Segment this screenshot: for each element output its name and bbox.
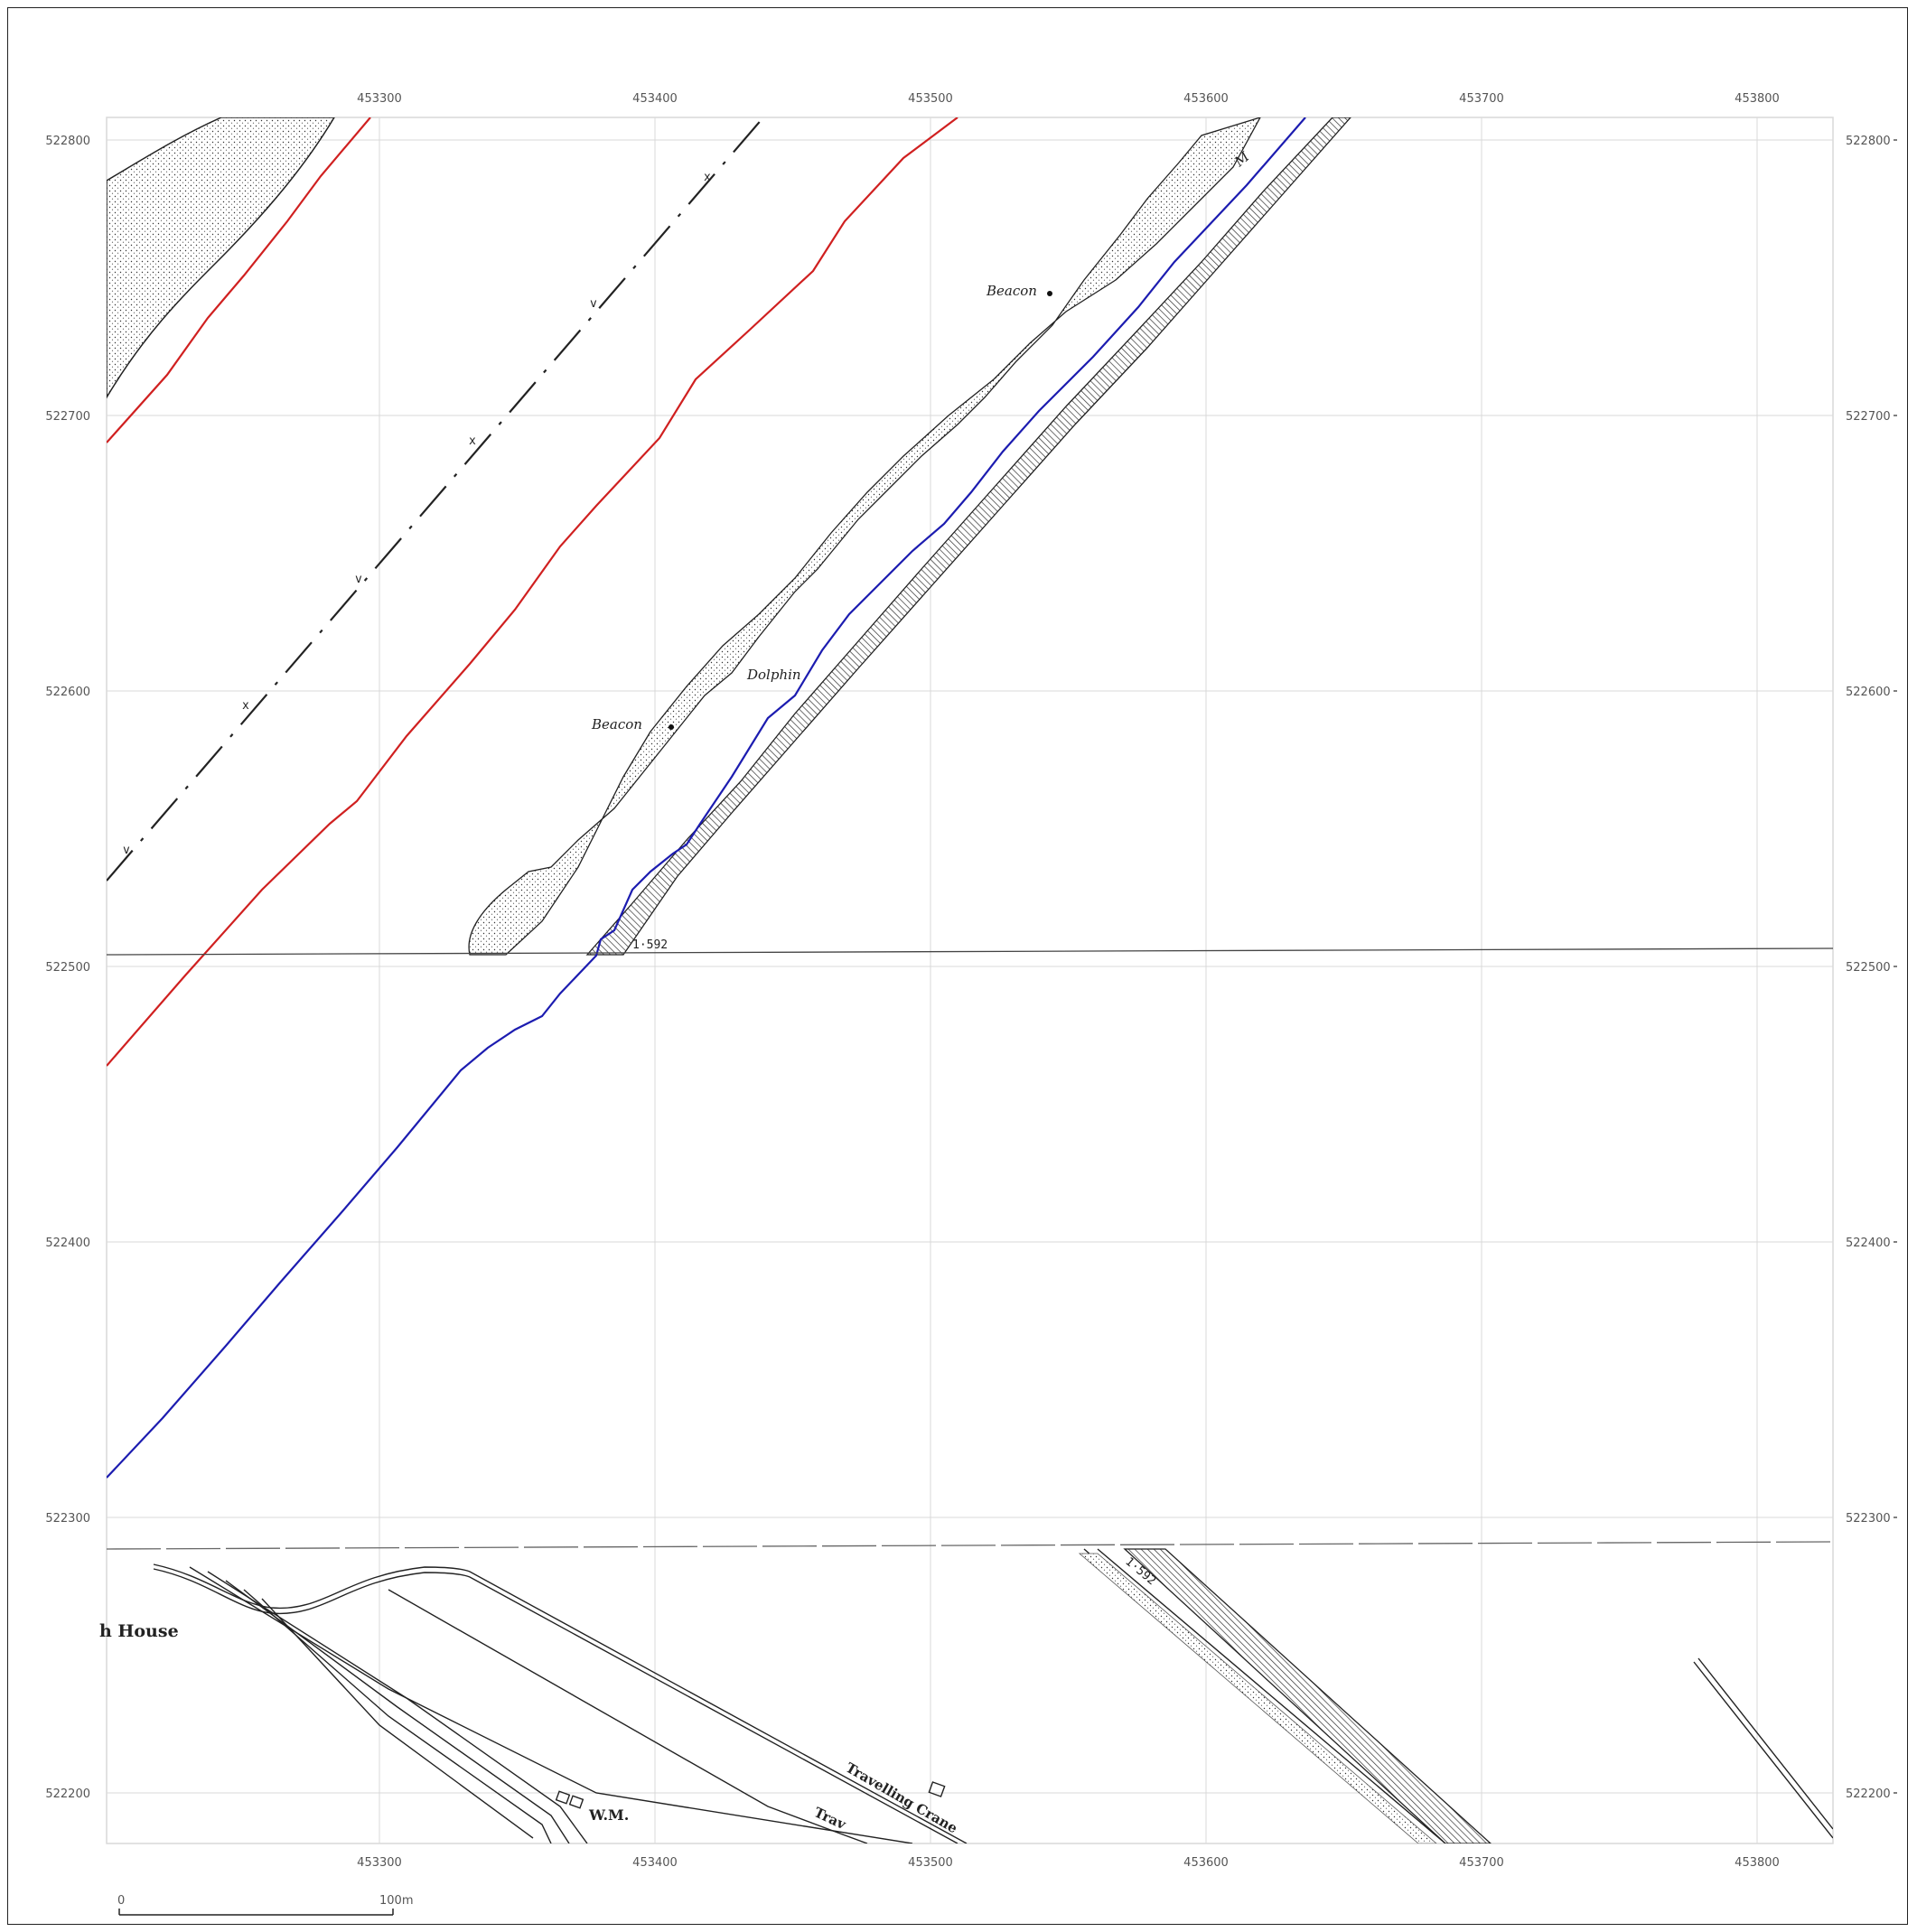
easting-label: 453300	[357, 1856, 402, 1870]
northing-labels-right: 522800 522700 522600 522500 522400 522300 5222…	[1846, 135, 1897, 1801]
northing-label: 522600	[1846, 686, 1891, 699]
wm-structure-2	[568, 1795, 584, 1809]
coordinate-grid	[106, 117, 1834, 1844]
easting-label: 453800	[1735, 92, 1780, 106]
northing-label: 522300	[1846, 1512, 1891, 1526]
blue-line	[107, 117, 1306, 1479]
northing-label: 522300	[45, 1512, 90, 1526]
northing-label: 522400	[1846, 1237, 1891, 1250]
beacon-upper-label: Beacon	[986, 283, 1037, 299]
svg-text:v: v	[123, 844, 130, 857]
lower-embankment-stipple	[1078, 1553, 1437, 1843]
survey-horizontal-line-2	[107, 1541, 1833, 1550]
northing-label: 522600	[45, 686, 90, 699]
breakwater-stipple	[468, 117, 1261, 956]
survey-markers: v x v x v x	[123, 171, 711, 857]
wm-label: W.M.	[588, 1806, 629, 1824]
scale-end-label: 100m	[379, 1894, 413, 1908]
northing-label: 522500	[1846, 961, 1891, 975]
northing-label: 522800	[45, 135, 90, 148]
northing-label: 522800	[1846, 135, 1891, 148]
level-upper-label: 1·592	[632, 938, 668, 952]
easting-label: 453600	[1183, 92, 1229, 106]
svg-text:x: x	[469, 434, 476, 448]
svg-text:v: v	[355, 573, 362, 586]
easting-label: 453300	[357, 92, 402, 106]
easting-label: 453600	[1183, 1856, 1229, 1870]
scale-bar: 0 100m	[117, 1894, 413, 1916]
scale-start-label: 0	[117, 1894, 125, 1908]
grid-border	[106, 117, 1834, 1844]
survey-boundary-line	[107, 117, 764, 882]
easting-label: 453700	[1459, 92, 1504, 106]
dolphin-label: Dolphin	[746, 667, 801, 683]
easting-label: 453700	[1459, 1856, 1504, 1870]
crane-structure	[928, 1781, 946, 1797]
house-label: h House	[99, 1621, 179, 1641]
travelling-crane-label: Travelling Crane	[843, 1759, 960, 1836]
northing-labels-left: 522800 522700 522600 522500 522400 522300 5222…	[45, 135, 90, 1801]
easting-label: 453400	[632, 1856, 678, 1870]
northing-label: 522200	[1846, 1787, 1891, 1801]
beacon-lower-marker	[669, 724, 674, 730]
northing-label: 522700	[1846, 410, 1891, 424]
beacon-lower-label: Beacon	[591, 716, 642, 733]
map-content	[107, 117, 1833, 1843]
red-line-left	[107, 117, 371, 443]
easting-label: 453800	[1735, 1856, 1780, 1870]
easting-labels-bottom: 453300 453400 453500 453600 453700 453800	[357, 1856, 1780, 1870]
northing-label: 522500	[45, 961, 90, 975]
beacon-upper-marker	[1047, 291, 1052, 296]
easting-label: 453500	[908, 92, 953, 106]
easting-label: 453500	[908, 1856, 953, 1870]
lower-right-line	[1693, 1657, 1833, 1839]
wm-structure-1	[555, 1790, 571, 1805]
survey-horizontal-line	[107, 947, 1833, 956]
northing-label: 522700	[45, 410, 90, 424]
easting-label: 453400	[632, 92, 678, 106]
northing-label: 522400	[45, 1237, 90, 1250]
red-line-center	[107, 117, 958, 1067]
svg-text:v: v	[590, 297, 597, 311]
easting-labels-top: 453300 453400 453500 453600 453700 453800	[357, 92, 1780, 106]
svg-text:x: x	[704, 171, 711, 184]
svg-text:x: x	[242, 699, 249, 713]
lower-embankment-hatch	[1123, 1548, 1492, 1843]
northing-label: 522200	[45, 1787, 90, 1801]
embankment-hatch	[585, 117, 1351, 956]
shingle-area	[107, 117, 335, 399]
